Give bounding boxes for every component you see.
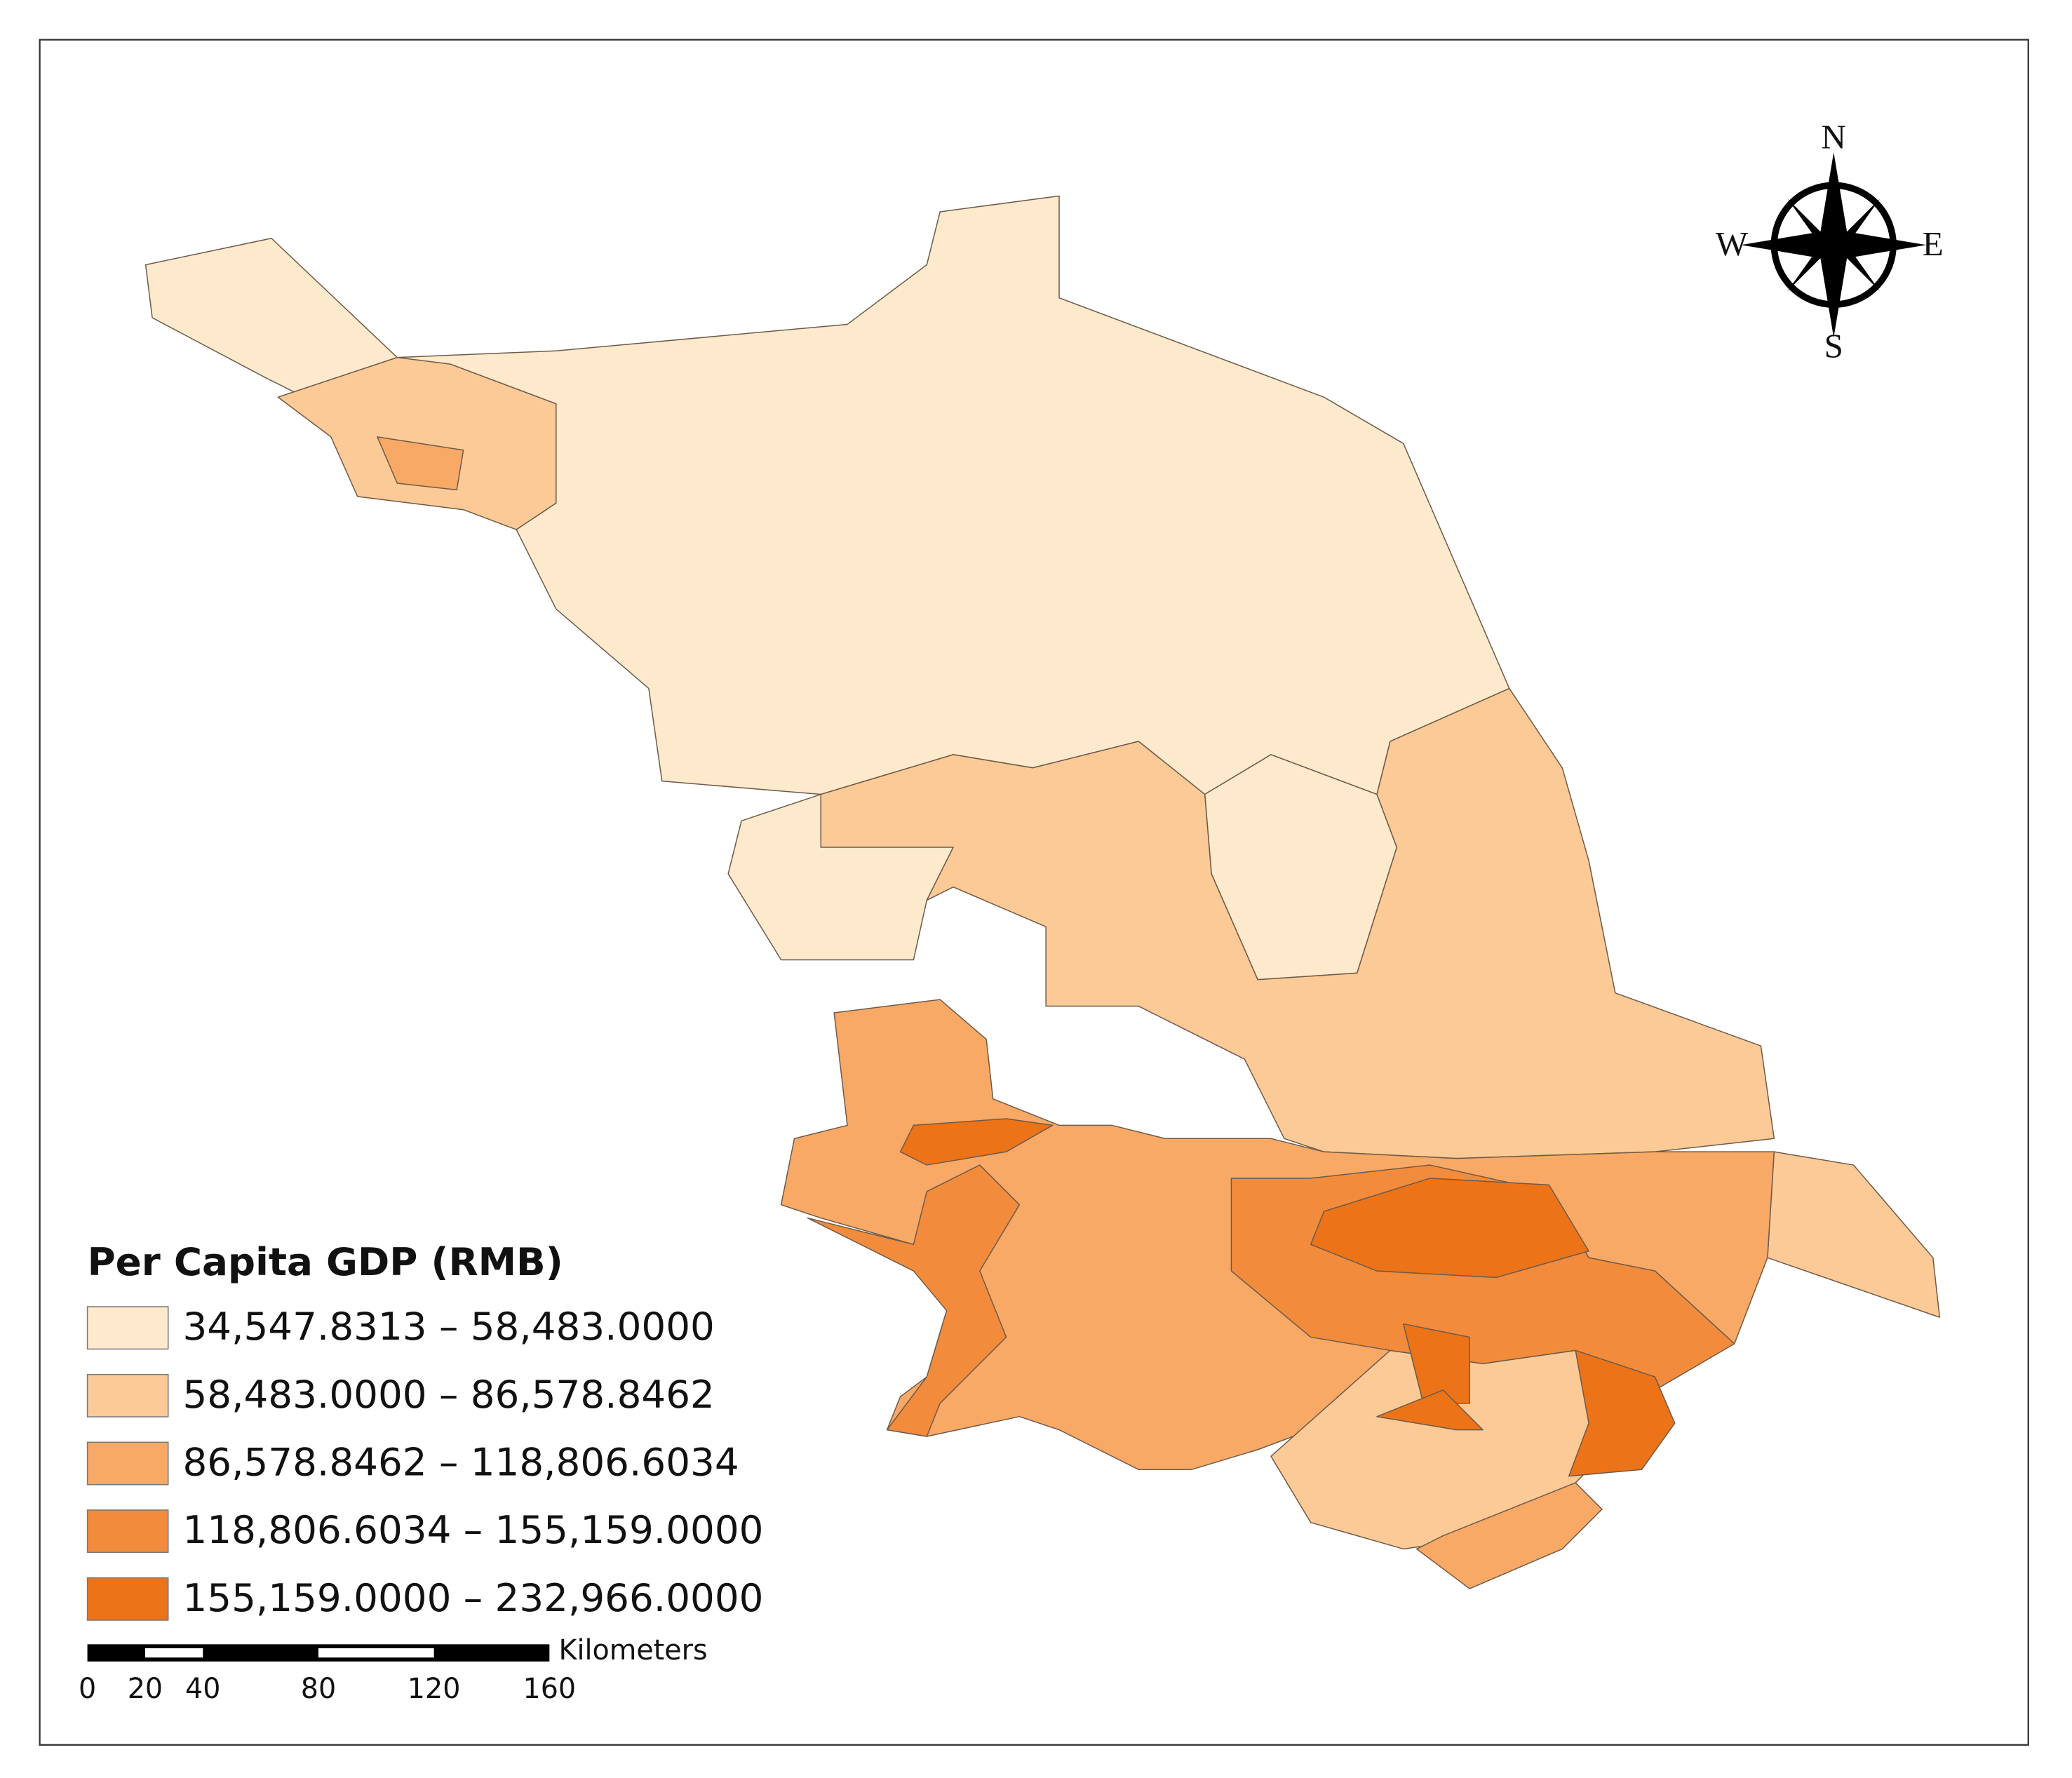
- legend-label: 34,547.8313 – 58,483.0000: [182, 1304, 714, 1349]
- compass-east: E: [1923, 224, 1944, 263]
- map-frame: [39, 39, 2029, 1746]
- region: [1310, 1178, 1589, 1279]
- scale-tick-label: 20: [128, 1673, 163, 1705]
- legend-label: 155,159.0000 – 232,966.0000: [182, 1575, 763, 1620]
- scale-tick-label: 40: [185, 1673, 220, 1705]
- region: [899, 1118, 1054, 1166]
- scale-tick-label: 120: [408, 1673, 461, 1705]
- scale-tick-label: 0: [79, 1673, 96, 1705]
- legend-label: 118,806.6034 – 155,159.0000: [182, 1507, 763, 1552]
- compass: N S E W: [1716, 117, 1944, 365]
- compass-south: S: [1824, 327, 1843, 365]
- region: [1415, 1482, 1603, 1589]
- scale-unit: Kilometers: [559, 1634, 708, 1666]
- region: [807, 1164, 1021, 1437]
- legend-swatch: [86, 1373, 169, 1417]
- scale-bar-segment: [318, 1648, 434, 1658]
- legend: 34,547.8313 – 58,483.0000 58,483.0000 – 8…: [86, 1304, 763, 1621]
- legend-swatch: [86, 1306, 169, 1350]
- region: [377, 436, 464, 491]
- legend-swatch: [86, 1441, 169, 1486]
- region: [1568, 1349, 1676, 1477]
- legend-swatch: [86, 1509, 169, 1554]
- legend-swatch: [86, 1577, 169, 1621]
- region: [1403, 1323, 1470, 1404]
- compass-star-diagonal: [1787, 198, 1881, 292]
- region: [1376, 1389, 1484, 1431]
- regions: [144, 195, 1941, 1589]
- scale-tick-label: 160: [523, 1673, 577, 1705]
- legend-label: 58,483.0000 – 86,578.8462: [182, 1372, 714, 1417]
- legend-label: 86,578.8462 – 118,806.6034: [182, 1440, 739, 1485]
- compass-west: W: [1716, 224, 1749, 263]
- region: [820, 687, 1775, 1159]
- scale-bar: 0 20 40 80 120 160 Kilometers: [79, 1634, 708, 1705]
- scale-tick-label: 80: [301, 1673, 336, 1705]
- legend-title: Per Capita GDP (RMB): [88, 1239, 563, 1284]
- compass-north: N: [1822, 117, 1846, 156]
- scale-bar-segment: [144, 1648, 203, 1658]
